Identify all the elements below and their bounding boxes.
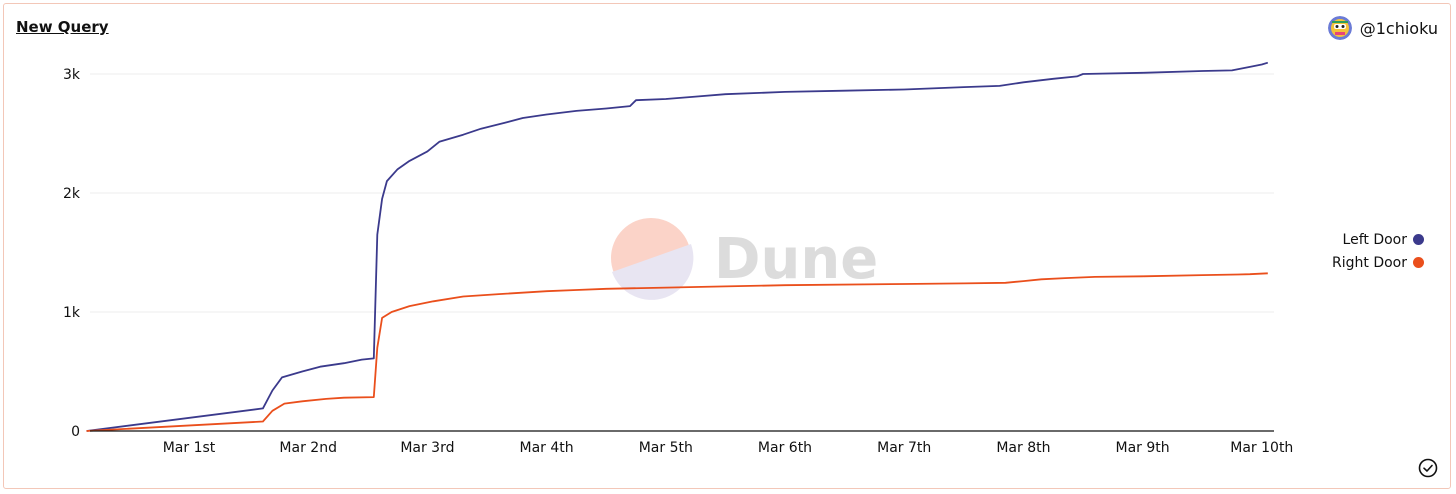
y-tick-label: 0 bbox=[71, 424, 80, 440]
legend-marker bbox=[1413, 234, 1424, 245]
gridlines bbox=[90, 73, 1274, 313]
x-tick-label: Mar 8th bbox=[996, 440, 1050, 456]
legend: Left Door Right Door bbox=[1332, 228, 1424, 274]
user-badge[interactable]: @1chioku bbox=[1327, 16, 1438, 40]
y-tick-label: 2k bbox=[63, 186, 81, 202]
x-tick-label: Mar 7th bbox=[877, 440, 931, 456]
x-tick-label: Mar 9th bbox=[1116, 440, 1170, 456]
legend-marker bbox=[1413, 257, 1424, 268]
y-tick-label: 1k bbox=[63, 305, 81, 321]
legend-item-left-door[interactable]: Left Door bbox=[1332, 228, 1424, 251]
x-tick-label: Mar 6th bbox=[758, 440, 812, 456]
y-tick-labels: 0 1k 2k 3k bbox=[63, 67, 81, 440]
check-circle-icon[interactable] bbox=[1418, 458, 1438, 478]
x-tick-labels: Mar 1st Mar 2nd Mar 3rd Mar 4th Mar 5th Mar 6… bbox=[163, 440, 1294, 456]
dune-watermark: Dune bbox=[611, 218, 878, 300]
x-tick-label: Mar 2nd bbox=[279, 440, 337, 456]
x-tick-label: Mar 3rd bbox=[400, 440, 454, 456]
y-tick-label: 3k bbox=[63, 67, 81, 83]
series-line-right-door bbox=[86, 272, 1268, 432]
avatar-icon bbox=[1327, 16, 1352, 40]
line-chart: Dune Mar 1st Mar 2nd Mar 3rd Mar 4th Mar 5th… bbox=[63, 61, 1294, 456]
legend-item-right-door[interactable]: Right Door bbox=[1332, 251, 1424, 274]
x-tick-label: Mar 1st bbox=[163, 440, 216, 456]
series-line-left-door bbox=[86, 61, 1269, 432]
query-title-link[interactable]: New Query bbox=[16, 18, 109, 36]
x-tick-label: Mar 4th bbox=[520, 440, 574, 456]
watermark-text: Dune bbox=[714, 227, 878, 292]
chart-card: New Query @1chioku Dune Mar 1st Mar 2nd Ma… bbox=[3, 3, 1451, 489]
x-tick-label: Mar 5th bbox=[639, 440, 693, 456]
legend-label: Left Door bbox=[1342, 231, 1407, 248]
user-handle: @1chioku bbox=[1359, 18, 1438, 38]
x-tick-label: Mar 10th bbox=[1230, 440, 1293, 456]
legend-label: Right Door bbox=[1332, 254, 1407, 271]
